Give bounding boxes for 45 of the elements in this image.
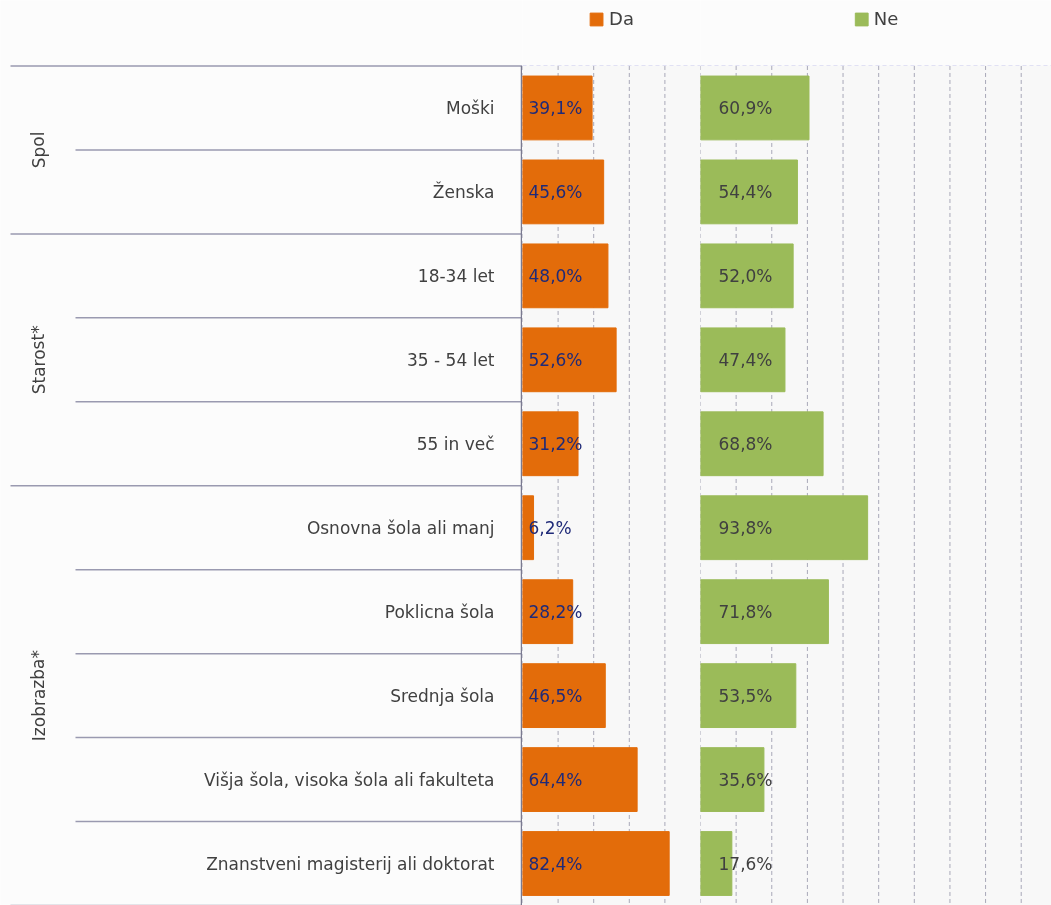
data-label: 71,8% (718, 601, 773, 622)
bar (700, 327, 786, 393)
data-label: 53,5% (718, 685, 773, 706)
y-tick-label: Ženska (432, 180, 495, 202)
data-label: 39,1% (528, 97, 583, 118)
data-label: 64,4% (528, 769, 583, 790)
text: Izobrazba* (28, 650, 49, 742)
data-label: 46,5% (528, 685, 583, 706)
bar (522, 243, 609, 309)
bar (700, 75, 810, 141)
y-tick-label: Moški (446, 97, 495, 118)
bar (700, 663, 797, 729)
y-tick-label: 18-34 let (417, 265, 495, 286)
data-label: 45,6% (528, 181, 583, 202)
data-label: 48,0% (528, 265, 583, 286)
legend-label: Ne (873, 8, 899, 29)
bar (700, 243, 794, 309)
bar (700, 579, 829, 645)
bar (522, 663, 606, 729)
y-tick-label: 35 - 54 let (407, 349, 495, 370)
bar (700, 411, 824, 477)
data-label: 52,0% (718, 265, 773, 286)
bar (700, 495, 869, 561)
data-label: 68,8% (718, 433, 773, 454)
y-tick-label: Višja šola, visoka šola ali fakulteta (204, 769, 495, 790)
data-label: 93,8% (718, 517, 773, 538)
data-label: 54,4% (718, 181, 773, 202)
y-tick-label: Znanstveni magisterij ali doktorat (206, 853, 495, 874)
y-tick-label: Osnovna šola ali manj (306, 517, 495, 538)
bar (522, 831, 670, 896)
data-label: 52,6% (528, 349, 583, 370)
y-tick-label: Srednja šola (390, 685, 495, 706)
text: Spol (28, 131, 49, 169)
bar (522, 75, 593, 141)
y-tick-label: Poklicna šola (384, 601, 495, 622)
y-tick-label: 55 in več (416, 433, 495, 454)
data-label: 60,9% (718, 97, 773, 118)
data-label: 47,4% (718, 349, 773, 370)
bar (700, 159, 798, 225)
text: Starost* (28, 325, 49, 395)
bar (522, 327, 617, 393)
legend-label: Da (609, 8, 634, 29)
bar (522, 159, 605, 225)
data-label: 82,4% (528, 853, 583, 874)
bar (522, 747, 638, 812)
